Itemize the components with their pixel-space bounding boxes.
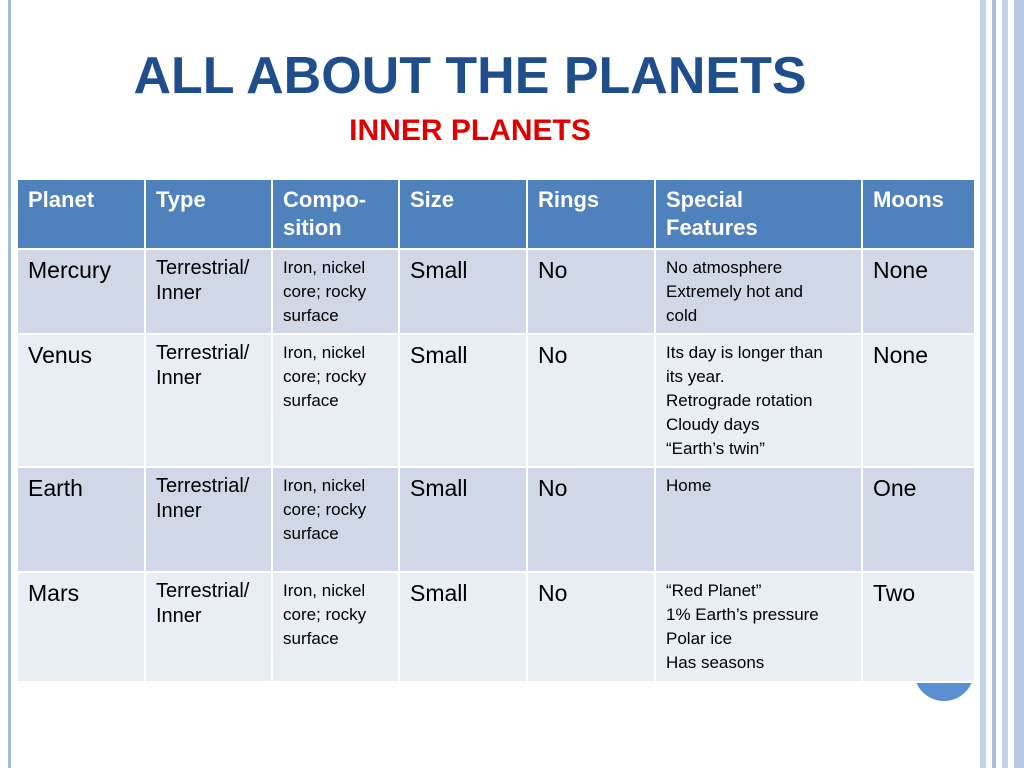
table-cell: Home xyxy=(654,466,863,574)
table-cell: Iron, nickel core; rocky surface xyxy=(271,466,400,574)
table-cell: None xyxy=(861,333,976,469)
table-row: Mars Terrestrial/ Inner Iron, nickel core;… xyxy=(16,571,976,683)
table-cell: Terrestrial/ Inner xyxy=(144,571,273,683)
table-cell: “Red Planet” 1% Earth’s pressure Polar i… xyxy=(654,571,863,683)
table-cell: Small xyxy=(398,247,528,336)
table-cell: Terrestrial/ Inner xyxy=(144,333,273,469)
left-border xyxy=(8,0,11,768)
title: ALL ABOUT THE PLANETS xyxy=(133,47,807,105)
column-header: Planet xyxy=(16,178,146,250)
right-border xyxy=(992,0,996,768)
table-cell: Mercury xyxy=(16,247,146,336)
table-cell: No atmosphere Extremely hot and cold xyxy=(654,247,863,336)
table-cell: Iron, nickel core; rocky surface xyxy=(271,571,400,683)
table-cell: Venus xyxy=(16,333,146,469)
table-cell: No xyxy=(526,571,656,683)
table-cell: No xyxy=(526,247,656,336)
table-row: Earth Terrestrial/ Inner Iron, nickel core… xyxy=(16,466,976,574)
table-cell: Terrestrial/ Inner xyxy=(144,247,273,336)
column-header: Special Features xyxy=(654,178,863,250)
table-cell: Iron, nickel core; rocky surface xyxy=(271,247,400,336)
table-cell: Small xyxy=(398,333,528,469)
table-cell: Iron, nickel core; rocky surface xyxy=(271,333,400,469)
table-cell: One xyxy=(861,466,976,574)
table-cell: Mars xyxy=(16,571,146,683)
subtitle: INNER PLANETS xyxy=(349,114,591,147)
header-row: Planet Type Compo- sition Size Rings Special … xyxy=(16,178,976,250)
right-border xyxy=(1014,0,1024,768)
table-row: Venus Terrestrial/ Inner Iron, nickel core… xyxy=(16,333,976,469)
planet-table: Planet Type Compo- sition Size Rings Special … xyxy=(16,178,976,683)
table-row: Mercury Terrestrial/ Inner Iron, nickel co… xyxy=(16,247,976,336)
column-header: Size xyxy=(398,178,528,250)
column-header: Type xyxy=(144,178,273,250)
column-header: Moons xyxy=(861,178,976,250)
table-cell: No xyxy=(526,466,656,574)
table-cell: Its day is longer than its year. Retrogr… xyxy=(654,333,863,469)
table-cell: Small xyxy=(398,571,528,683)
table-cell: Small xyxy=(398,466,528,574)
right-border xyxy=(1002,0,1008,768)
right-border xyxy=(980,0,986,768)
table-cell: No xyxy=(526,333,656,469)
column-header: Rings xyxy=(526,178,656,250)
table-cell: None xyxy=(861,247,976,336)
table-cell: Earth xyxy=(16,466,146,574)
table-cell: Two xyxy=(861,571,976,683)
table-cell: Terrestrial/ Inner xyxy=(144,466,273,574)
column-header: Compo- sition xyxy=(271,178,400,250)
